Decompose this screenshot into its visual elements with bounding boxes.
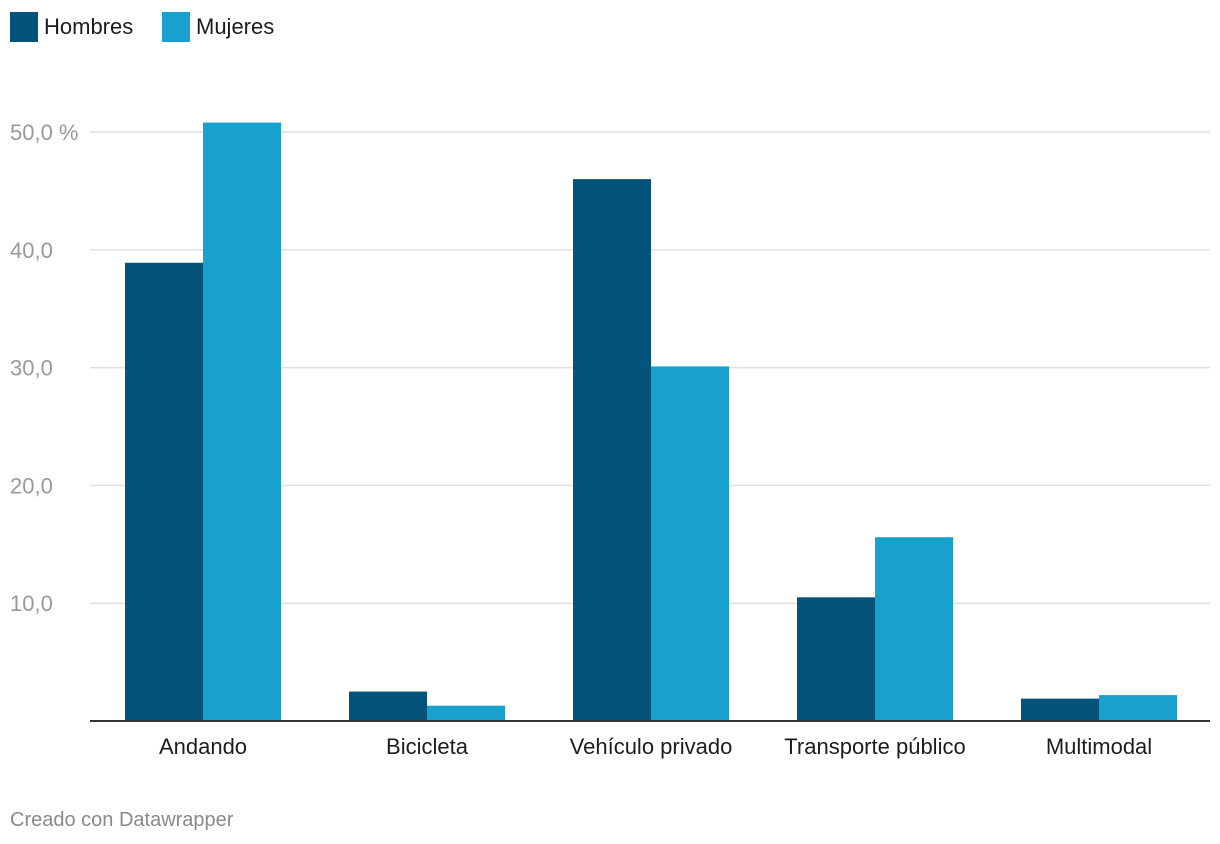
x-category-label: Transporte público — [784, 734, 965, 759]
bar-hombres-2 — [573, 179, 651, 721]
y-tick-label: 30,0 — [10, 356, 53, 381]
footer-credit: Creado con Datawrapper — [10, 809, 234, 831]
legend: Hombres Mujeres — [10, 12, 274, 42]
y-tick-label: 20,0 — [10, 473, 53, 498]
bars — [125, 122, 1177, 722]
legend-swatch-mujeres — [162, 12, 190, 42]
y-axis-ticks: 10,0 20,0 30,0 40,0 50,0 % — [10, 120, 79, 616]
bar-mujeres-2 — [651, 366, 729, 721]
x-category-label: Multimodal — [1046, 734, 1152, 759]
bar-mujeres-0 — [203, 122, 281, 722]
y-tick-label: 40,0 — [10, 238, 53, 263]
x-axis-categories: Andando Bicicleta Vehículo privado Transpor… — [159, 734, 1152, 759]
legend-label-mujeres: Mujeres — [196, 14, 274, 39]
bar-mujeres-3 — [875, 537, 953, 721]
bar-hombres-4 — [1021, 698, 1099, 721]
y-tick-label: 50,0 % — [10, 120, 79, 145]
bar-hombres-1 — [349, 691, 427, 721]
bar-mujeres-4 — [1099, 695, 1177, 721]
legend-label-hombres: Hombres — [44, 14, 133, 39]
legend-swatch-hombres — [10, 12, 38, 42]
y-tick-label: 10,0 — [10, 591, 53, 616]
x-category-label: Andando — [159, 734, 247, 759]
bar-hombres-3 — [797, 597, 875, 721]
bar-hombres-0 — [125, 262, 203, 721]
bar-mujeres-1 — [427, 705, 505, 721]
x-category-label: Vehículo privado — [570, 734, 733, 759]
x-category-label: Bicicleta — [386, 734, 469, 759]
